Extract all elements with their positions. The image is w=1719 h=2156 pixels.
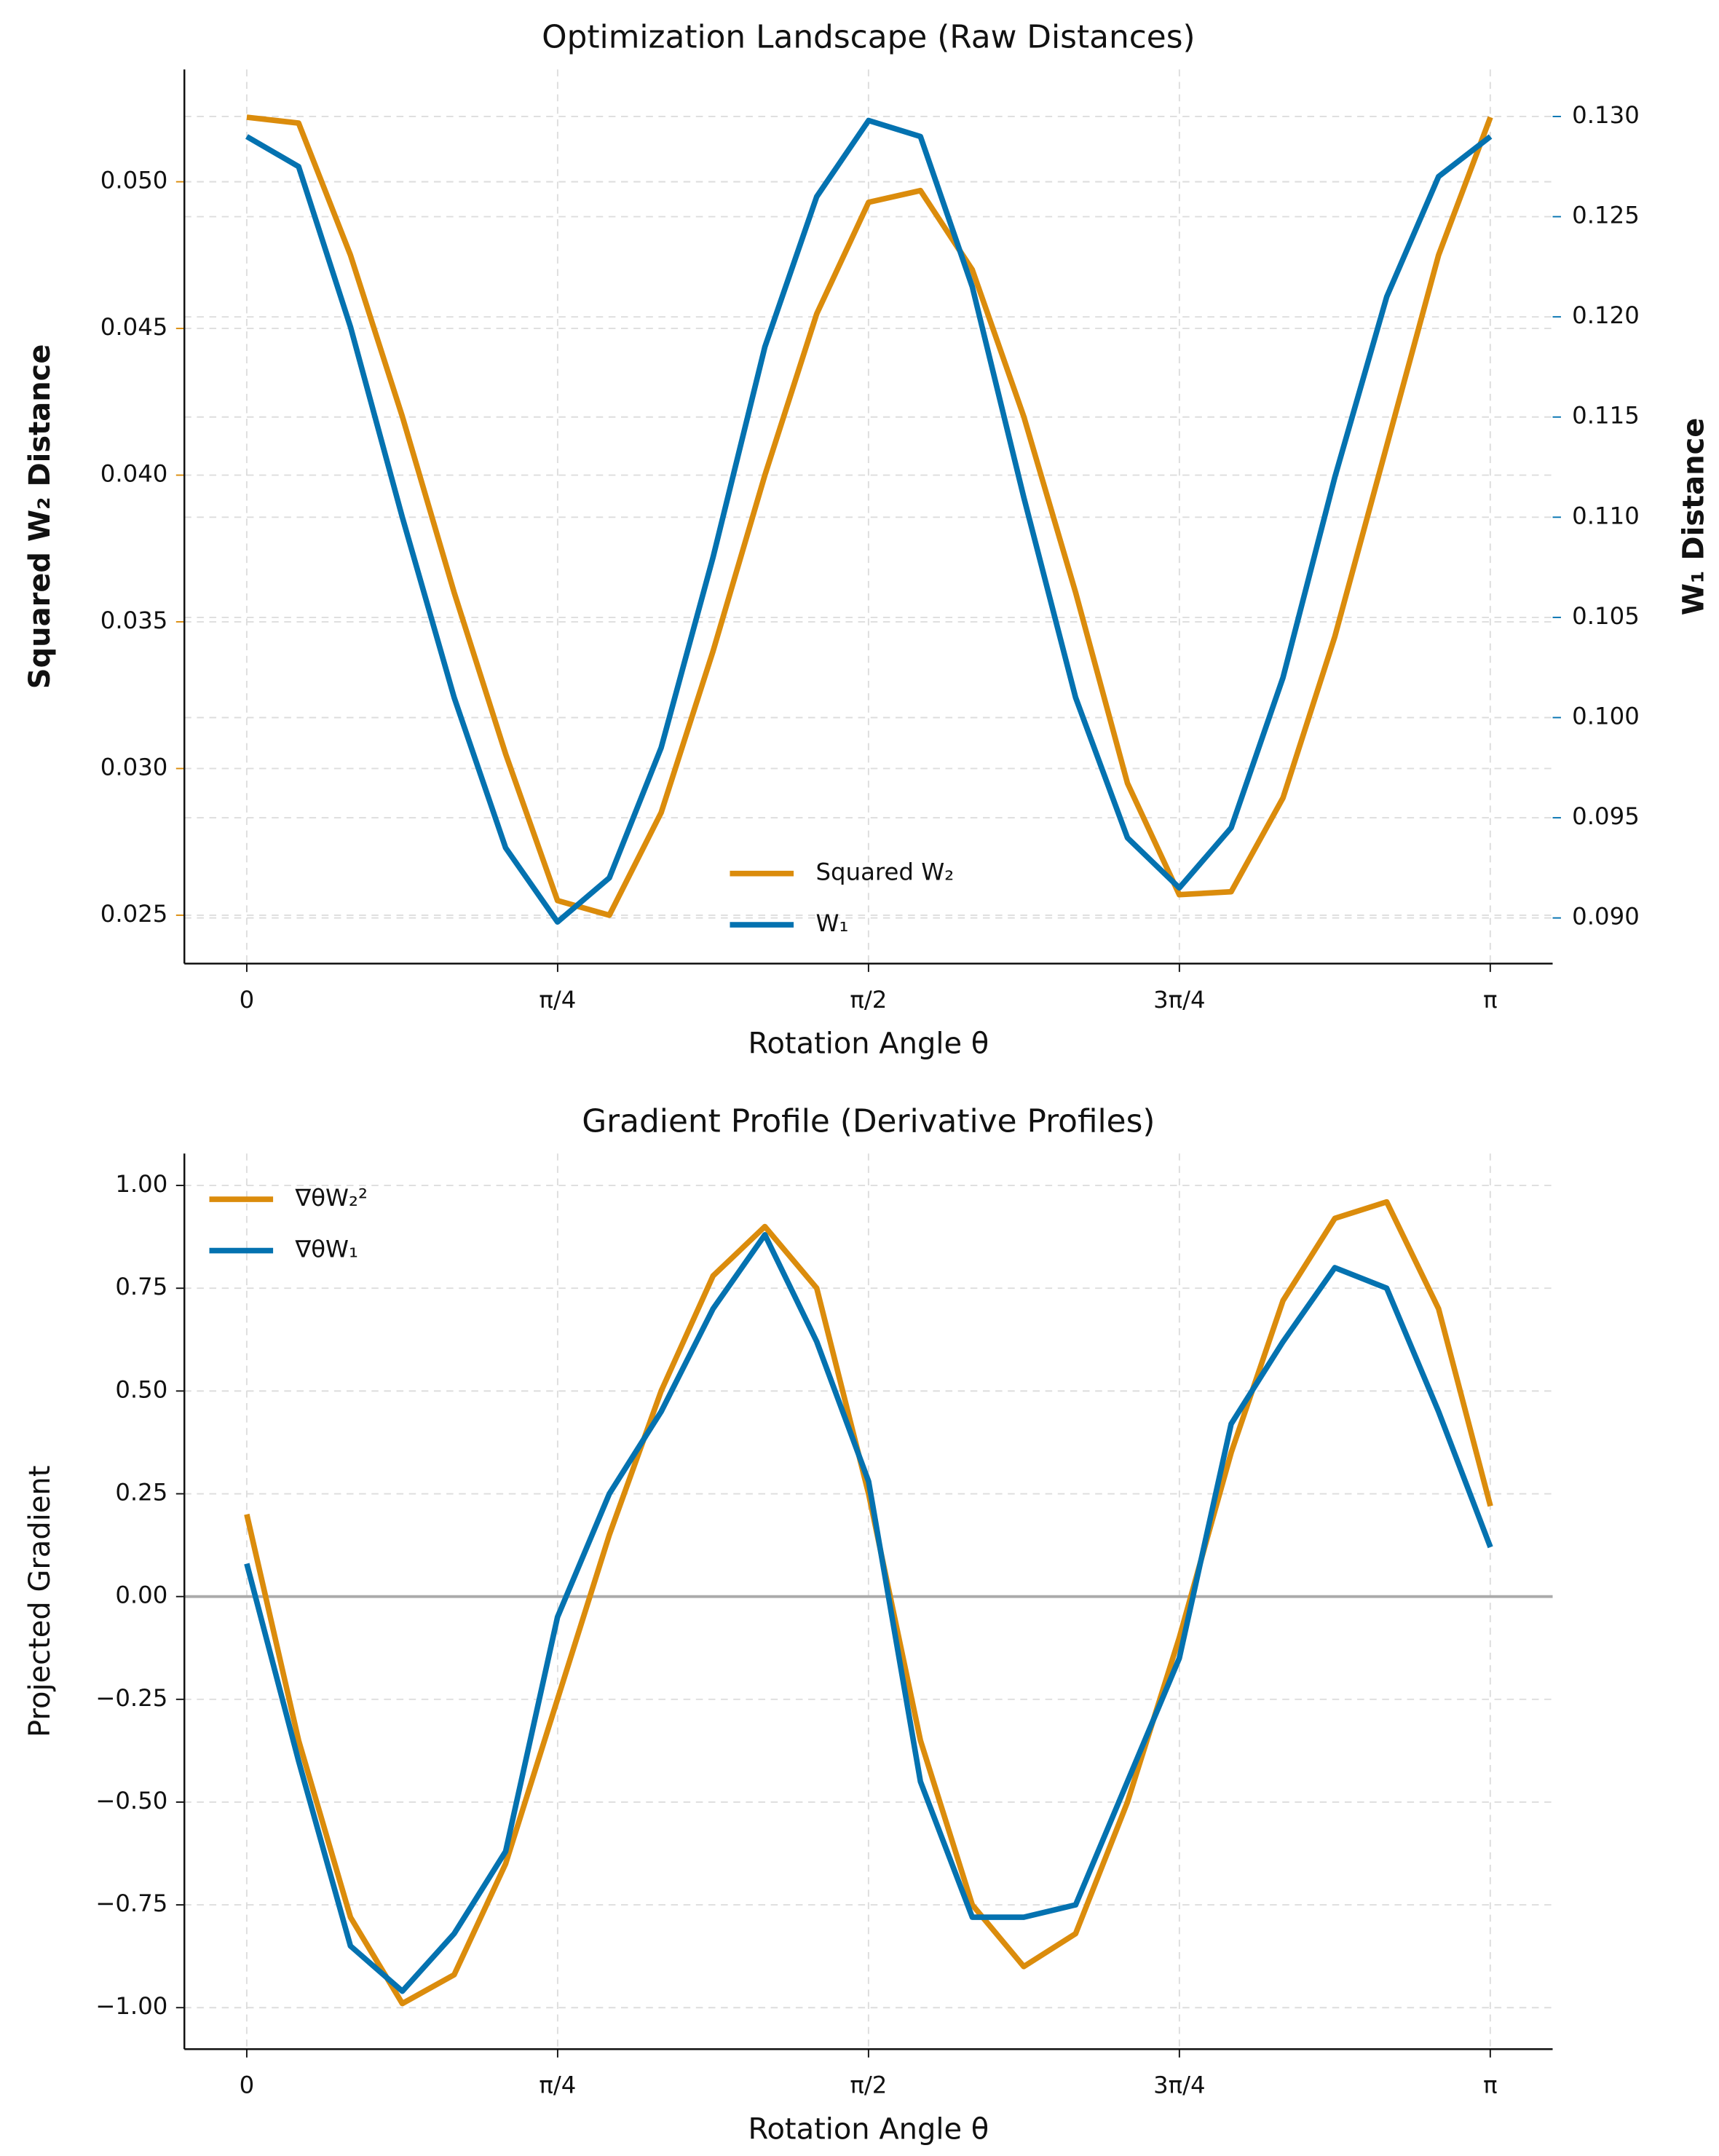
y2-tick-label: 0.090 <box>1572 903 1640 931</box>
x-tick-label: π/4 <box>539 986 576 1014</box>
data-line <box>246 114 1493 918</box>
y2-tick-label: 0.100 <box>1572 703 1640 730</box>
x-tick-label: 3π/4 <box>1153 2072 1206 2099</box>
x-axis-label: Rotation Angle θ <box>748 1027 989 1061</box>
y-tick-label: 0.025 <box>100 900 168 928</box>
y2-tick-label: 0.125 <box>1572 202 1640 229</box>
y2-tick-label: 0.105 <box>1572 602 1640 630</box>
x-tick-label: 0 <box>240 2072 255 2099</box>
x-axis-label: Rotation Angle θ <box>748 2113 989 2147</box>
legend-label: ∇θW₁ <box>295 1236 358 1263</box>
y-tick-label: 0.035 <box>100 607 168 634</box>
y2-tick-label: 0.110 <box>1572 502 1640 529</box>
y-tick-label: 0.00 <box>115 1582 167 1609</box>
y-tick-label: 0.50 <box>115 1375 167 1403</box>
legend-label: ∇θW₂² <box>295 1184 368 1212</box>
y-tick-label: −0.25 <box>95 1684 167 1712</box>
y2-tick-label: 0.120 <box>1572 301 1640 329</box>
x-tick-label: π/4 <box>539 2072 576 2099</box>
x-tick-label: π <box>1483 986 1497 1014</box>
y-axis-label: Squared W₂ Distance <box>23 344 57 690</box>
data-line <box>244 1232 1493 1994</box>
y-tick-label: 0.25 <box>115 1479 167 1507</box>
y-tick-label: 0.050 <box>100 167 168 194</box>
y-tick-label: 0.030 <box>100 753 168 781</box>
x-tick-label: 0 <box>240 986 255 1014</box>
data-line <box>245 117 1493 925</box>
y2-tick-label: 0.115 <box>1572 402 1640 430</box>
y2-tick-label: 0.095 <box>1572 802 1640 830</box>
y2-tick-label: 0.130 <box>1572 101 1640 129</box>
x-tick-label: 3π/4 <box>1153 986 1206 1014</box>
chart-title: Optimization Landscape (Raw Distances) <box>542 18 1196 55</box>
x-tick-label: π <box>1483 2072 1497 2099</box>
x-tick-label: π/2 <box>850 2072 887 2099</box>
y-tick-label: 0.045 <box>100 313 168 341</box>
y-tick-label: −1.00 <box>95 1992 167 2020</box>
y-tick-label: 1.00 <box>115 1170 167 1198</box>
y-tick-label: 0.75 <box>115 1273 167 1300</box>
legend-label: Squared W₂ <box>816 858 955 886</box>
y-tick-label: −0.75 <box>95 1890 167 1917</box>
x-tick-label: π/2 <box>850 986 887 1014</box>
y2-axis-label: W₁ Distance <box>1677 418 1711 616</box>
y-tick-label: −0.50 <box>95 1787 167 1815</box>
chart-title: Gradient Profile (Derivative Profiles) <box>582 1102 1155 1140</box>
y-tick-label: 0.040 <box>100 460 168 488</box>
y-axis-label: Projected Gradient <box>23 1466 57 1737</box>
legend-label: W₁ <box>816 909 849 937</box>
